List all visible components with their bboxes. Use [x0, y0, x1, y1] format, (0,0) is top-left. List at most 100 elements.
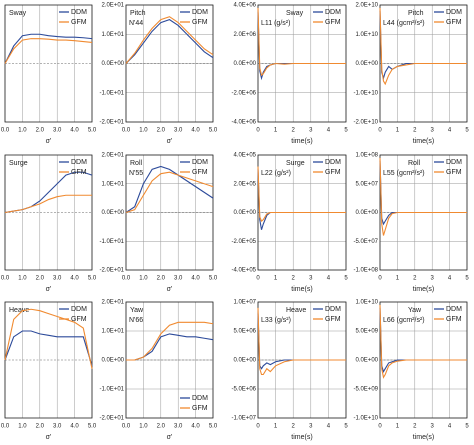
legend-label: GFM [325, 19, 341, 26]
y-tick-label: -2.0E+06 [231, 90, 256, 96]
panel-label: Sway [9, 10, 27, 17]
panel-label: Heave [9, 307, 29, 314]
series-line [4, 38, 93, 64]
panel-label: Pitch [130, 10, 146, 17]
y-tick-label: 0.0E+00 [355, 358, 378, 364]
legend-label: GFM [192, 169, 208, 176]
x-tick-label: 1.0 [139, 424, 148, 430]
legend-label: GFM [446, 316, 462, 323]
x-tick-label: 3 [431, 424, 435, 430]
legend-label: GFM [446, 19, 462, 26]
legend-label: DDM [446, 159, 462, 166]
series-line [125, 165, 214, 213]
x-axis-label: σ' [46, 286, 52, 293]
series-line [4, 308, 93, 369]
y-tick-label: 5.0E+07 [355, 181, 378, 187]
series-line [257, 169, 346, 230]
x-tick-label: 3.0 [174, 424, 183, 430]
x-tick-label: 0.0 [122, 128, 131, 134]
x-axis-label: time(s) [413, 138, 434, 145]
legend-label: GFM [325, 169, 341, 176]
legend-label: DDM [446, 9, 462, 16]
x-tick-label: 2 [292, 276, 296, 282]
y-tick-label: -4.0E+05 [231, 268, 256, 274]
y-tick-label: 2.0E+05 [233, 181, 256, 187]
legend-label: DDM [71, 9, 87, 16]
legend-label: GFM [192, 19, 208, 26]
y-tick-label: 1.0E+10 [355, 32, 378, 38]
panel-label: Heave [286, 307, 306, 314]
y-axis-label: L66 (gcm²/s²) [383, 317, 425, 324]
y-tick-label: -1.0E+01 [99, 90, 124, 96]
x-tick-label: 3 [431, 128, 435, 134]
x-tick-label: 3.0 [53, 424, 62, 430]
series-line [257, 166, 346, 223]
panel-label: Yaw [408, 307, 422, 314]
series-line [126, 333, 214, 361]
legend-label: DDM [192, 395, 208, 402]
legend-label: DDM [325, 9, 341, 16]
x-tick-label: 4.0 [191, 276, 200, 282]
y-axis-label: L44 (gcm²/s²) [383, 20, 425, 27]
x-tick-label: 1.0 [18, 424, 27, 430]
y-axis-label: L55 (gcm²/s²) [383, 170, 425, 177]
panel-label: Yaw [130, 307, 144, 314]
y-tick-label: -2.0E+01 [99, 416, 124, 422]
legend-label: GFM [325, 316, 341, 323]
x-tick-label: 2.0 [36, 276, 45, 282]
series-line [4, 194, 92, 214]
y-tick-label: 0.0E+00 [101, 358, 124, 364]
y-tick-label: 1.0E+07 [233, 300, 256, 306]
y-tick-label: 0.0E+00 [233, 358, 256, 364]
series-line [4, 171, 93, 214]
x-tick-label: 5 [465, 276, 469, 282]
y-tick-label: -1.0E+01 [99, 239, 124, 245]
x-tick-label: 5 [344, 276, 348, 282]
legend-label: GFM [71, 19, 87, 26]
x-tick-label: 5.0 [209, 128, 218, 134]
y-tick-label: 5.0E+06 [233, 329, 256, 335]
x-tick-label: 1 [274, 276, 278, 282]
y-tick-label: 1.0E+01 [101, 181, 124, 187]
y-tick-label: -1.0E+01 [99, 387, 124, 393]
y-tick-label: 0.0E+00 [355, 61, 378, 67]
legend-label: DDM [71, 306, 87, 313]
x-tick-label: 2.0 [36, 128, 45, 134]
legend-label: GFM [446, 169, 462, 176]
x-tick-label: 3 [431, 276, 435, 282]
x-tick-label: 4.0 [191, 128, 200, 134]
x-tick-label: 4 [448, 276, 452, 282]
legend-label: GFM [71, 316, 87, 323]
x-tick-label: 1 [274, 424, 278, 430]
y-tick-label: 0.0E+00 [233, 61, 256, 67]
panel-label: Roll [130, 160, 143, 167]
x-axis-label: σ' [167, 138, 173, 145]
x-tick-label: 2.0 [36, 424, 45, 430]
x-tick-label: 2.0 [157, 276, 166, 282]
x-tick-label: 1.0 [139, 276, 148, 282]
x-tick-label: 5.0 [209, 276, 218, 282]
y-tick-label: -2.0E+10 [353, 120, 378, 126]
series-line [4, 330, 93, 366]
x-tick-label: 0.0 [1, 424, 10, 430]
y-tick-label: 0.0E+00 [233, 210, 256, 216]
x-tick-label: 2 [292, 128, 296, 134]
y-tick-label: 0.0E+00 [101, 61, 124, 67]
y-tick-label: 2.0E+01 [101, 3, 124, 9]
series-line [125, 171, 214, 214]
x-tick-label: 0 [378, 128, 382, 134]
y-axis-label: N'44 [129, 20, 143, 27]
y-tick-label: -1.0E+10 [353, 90, 378, 96]
panel-label: Roll [408, 160, 421, 167]
x-tick-label: 4 [327, 276, 331, 282]
x-tick-label: 5.0 [88, 128, 97, 134]
x-tick-label: 5 [465, 128, 469, 134]
y-tick-label: 0.0E+00 [355, 210, 378, 216]
x-tick-label: 0.0 [1, 276, 10, 282]
legend-label: DDM [325, 306, 341, 313]
y-tick-label: 1.0E+08 [355, 153, 378, 159]
series-line [4, 33, 93, 64]
x-axis-label: time(s) [291, 138, 312, 145]
x-tick-label: 2 [413, 424, 417, 430]
x-tick-label: 5.0 [209, 424, 218, 430]
